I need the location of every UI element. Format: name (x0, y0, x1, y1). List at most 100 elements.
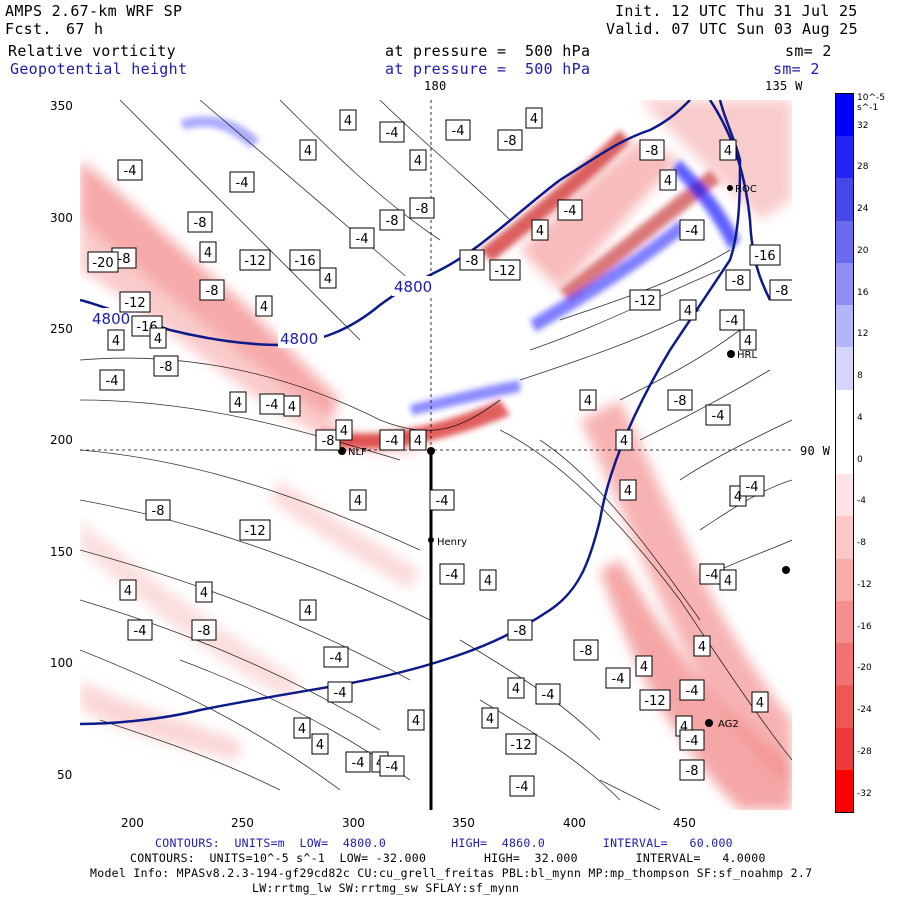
contour-value-label: -8 (199, 279, 225, 301)
smoothing-geopotential: sm= 2 (773, 60, 820, 78)
footer-height-contours: CONTOURS: UNITS=m LOW= 4800.0 HIGH= 4860… (155, 836, 733, 850)
contour-value-label: 4 (409, 429, 427, 451)
contour-value-label: 4 (719, 569, 737, 591)
y-tick: 250 (50, 322, 73, 336)
contour-value-label: -8 (573, 639, 599, 661)
contour-value-label: 4 (479, 569, 497, 591)
contour-value-label: -8 (769, 279, 792, 301)
contour-value-label: 4 (199, 241, 217, 263)
y-tick: 300 (50, 211, 73, 225)
svg-text:4: 4 (414, 434, 422, 449)
contour-value-label: 4 (149, 327, 167, 349)
contour-value-label: 4 (751, 691, 769, 713)
contour-value-label: 4 (255, 295, 273, 317)
svg-text:-4: -4 (386, 760, 399, 775)
contour-value-label: 4 (339, 109, 357, 131)
contour-value-label: -4 (605, 667, 631, 689)
contour-value-label: -12 (639, 689, 671, 711)
contour-value-label: -4 (445, 119, 471, 141)
contour-value-label: 4 (299, 139, 317, 161)
svg-text:-8: -8 (686, 764, 699, 779)
contour-value-label: -4 (557, 199, 583, 221)
svg-text:-4: -4 (712, 409, 725, 424)
station-labels: Henry AG2 NLF HRL ROC (348, 184, 757, 730)
y-tick: 150 (50, 545, 73, 559)
contour-value-label: 4 (635, 655, 653, 677)
height-contour-4860 (80, 100, 742, 726)
svg-text:4: 4 (724, 144, 732, 159)
height-label-4800: 4800 (92, 310, 130, 328)
footer-model-info: Model Info: MPASv8.2.3-194-gf29cd82c CU:… (90, 866, 813, 880)
svg-text:-12: -12 (644, 694, 665, 709)
svg-text:4: 4 (584, 394, 592, 409)
svg-text:4: 4 (756, 696, 764, 711)
svg-text:-4: -4 (726, 314, 739, 329)
colorbar-unit: 10^-5 s^-1 (857, 93, 885, 113)
svg-text:-12: -12 (494, 264, 515, 279)
svg-text:4: 4 (734, 490, 742, 505)
svg-text:4: 4 (412, 714, 420, 729)
contour-value-label: -4 (323, 646, 349, 668)
pressure-geopotential: at pressure = 500 hPa (385, 60, 591, 78)
svg-text:-12: -12 (634, 294, 655, 309)
contour-value-label: 4 (719, 139, 737, 161)
contour-value-label: 4 (407, 709, 425, 731)
contour-value-label: -8 (153, 355, 179, 377)
contour-value-label: -8 (459, 249, 485, 271)
station-label-henry: Henry (437, 537, 467, 548)
contour-value-label: -4 (699, 563, 725, 585)
contour-value-label: -4 (679, 679, 705, 701)
forecast-hour: 67 h (66, 20, 104, 38)
svg-text:-4: -4 (386, 126, 399, 141)
contour-value-label: 4 (525, 107, 543, 129)
svg-text:-8: -8 (776, 284, 789, 299)
colorbar (835, 93, 854, 813)
svg-text:4: 4 (640, 660, 648, 675)
svg-text:-8: -8 (152, 504, 165, 519)
contour-value-label: -4 (679, 219, 705, 241)
valid-time: Valid. 07 UTC Sun 03 Aug 25 (606, 20, 858, 38)
colorbar-tick-label: -20 (857, 663, 872, 674)
svg-text:-4: -4 (334, 686, 347, 701)
colorbar-tick-label: 16 (857, 287, 869, 298)
contour-value-label: -4 (379, 121, 405, 143)
svg-text:-4: -4 (352, 756, 365, 771)
svg-text:-20: -20 (92, 256, 113, 271)
height-label-4800: 4800 (394, 278, 432, 296)
contour-value-label: -4 (349, 227, 375, 249)
contour-value-label: 4 (659, 169, 677, 191)
y-tick: 100 (50, 656, 73, 670)
svg-text:-4: -4 (564, 204, 577, 219)
svg-text:4: 4 (316, 738, 324, 753)
strong-vorticity-bands (180, 116, 740, 449)
colorbar-segment (836, 516, 853, 559)
svg-text:-4: -4 (516, 780, 529, 795)
contour-value-label: -4 (535, 683, 561, 705)
longitude-180-label: 180 (424, 79, 447, 93)
svg-text:-8: -8 (386, 214, 399, 229)
svg-text:4: 4 (724, 574, 732, 589)
contour-value-label: 4 (693, 635, 711, 657)
colorbar-tick-label: -28 (857, 746, 872, 757)
contour-value-label: -4 (229, 171, 255, 193)
station-markers (338, 185, 790, 727)
svg-text:-4: -4 (446, 568, 459, 583)
svg-text:4: 4 (324, 272, 332, 287)
colorbar-segment (836, 769, 853, 812)
x-tick: 350 (452, 816, 475, 830)
colorbar-tick-label: 20 (857, 245, 869, 256)
colorbar-segment (836, 220, 853, 263)
svg-text:4: 4 (620, 434, 628, 449)
contour-value-label: 4 (283, 395, 301, 417)
svg-text:4: 4 (684, 304, 692, 319)
contour-value-label: -4 (259, 393, 285, 415)
forecast-label: Fcst. (5, 20, 52, 38)
contour-value-label: -20 (87, 251, 119, 273)
colorbar-tick-label: 28 (857, 162, 869, 173)
svg-text:-4: -4 (686, 684, 699, 699)
colorbar-tick-label: 8 (857, 371, 863, 382)
svg-text:4: 4 (512, 682, 520, 697)
svg-text:-4: -4 (612, 672, 625, 687)
init-time: Init. 12 UTC Thu 31 Jul 25 (615, 2, 858, 20)
contour-value-label: -12 (239, 519, 271, 541)
